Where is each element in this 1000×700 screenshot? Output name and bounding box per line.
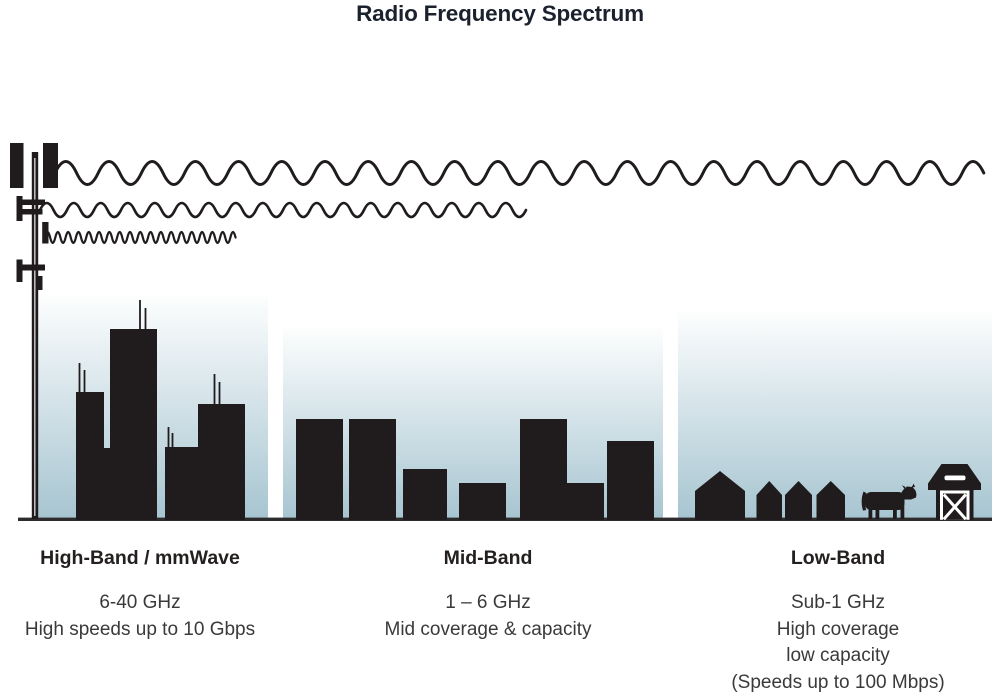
house-icon: [695, 471, 745, 520]
cell-tower-part: [17, 199, 45, 205]
high-band-heading: High-Band / mmWave: [40, 547, 240, 569]
cell-tower-part: [17, 264, 45, 271]
cell-tower-part: [10, 143, 24, 188]
house-icon: [756, 481, 782, 520]
mid-band-heading: Mid-Band: [443, 547, 533, 569]
page-title: Radio Frequency Spectrum: [356, 1, 644, 26]
low-band-description-1: High coverage: [776, 618, 900, 640]
radio-wave-low-band-icon: [53, 160, 986, 186]
mid-band-description: Mid coverage & capacity: [384, 618, 592, 640]
skyscraper-icon: [76, 392, 104, 520]
skyscraper-icon: [165, 447, 198, 520]
building-icon: [296, 419, 343, 520]
cell-tower-part: [16, 196, 23, 221]
low-band-houses: [695, 471, 845, 520]
radio-wave-mid-band-icon: [38, 201, 528, 219]
building-icon: [349, 419, 396, 520]
low-band-description-3: (Speeds up to 100 Mbps): [731, 671, 945, 693]
mid-band-label: Mid-Band 1 – 6 GHz Mid coverage & capaci…: [358, 547, 618, 643]
low-band-label: Low-Band Sub-1 GHz High coverage low cap…: [708, 547, 968, 696]
low-band-description-2: low capacity: [786, 645, 890, 667]
barn-icon: [928, 464, 981, 521]
low-band-heading: Low-Band: [790, 547, 886, 569]
cell-tower-icon: [10, 143, 58, 519]
house-icon: [816, 481, 845, 520]
cell-tower-part: [36, 276, 43, 290]
radio-wave-high-band-icon: [43, 230, 237, 245]
cell-tower-part: [42, 222, 49, 244]
house-icon: [785, 481, 812, 520]
mid-band-skyline: [296, 419, 654, 520]
high-band-description: High speeds up to 10 Gbps: [24, 618, 256, 640]
mid-band-frequency: 1 – 6 GHz: [445, 592, 531, 613]
high-band-skyline: [76, 300, 245, 520]
low-band-frequency: Sub-1 GHz: [791, 592, 885, 613]
high-band-frequency: 6-40 GHz: [99, 592, 181, 613]
high-band-label: High-Band / mmWave 6-40 GHz High speeds …: [10, 547, 270, 643]
cell-tower-part: [17, 209, 43, 215]
building-icon: [459, 483, 506, 520]
skyscraper-icon: [198, 404, 245, 520]
cell-tower-part: [16, 259, 23, 282]
generated-scene: [10, 143, 992, 521]
building-icon: [567, 483, 604, 520]
building-icon: [607, 441, 654, 520]
building-icon: [520, 419, 567, 520]
cell-tower-part: [43, 143, 58, 188]
building-icon: [403, 469, 447, 520]
skyscraper-icon: [104, 448, 110, 520]
cow-icon: [861, 483, 917, 519]
cell-tower-part: [34, 158, 36, 516]
skyscraper-icon: [110, 329, 157, 520]
